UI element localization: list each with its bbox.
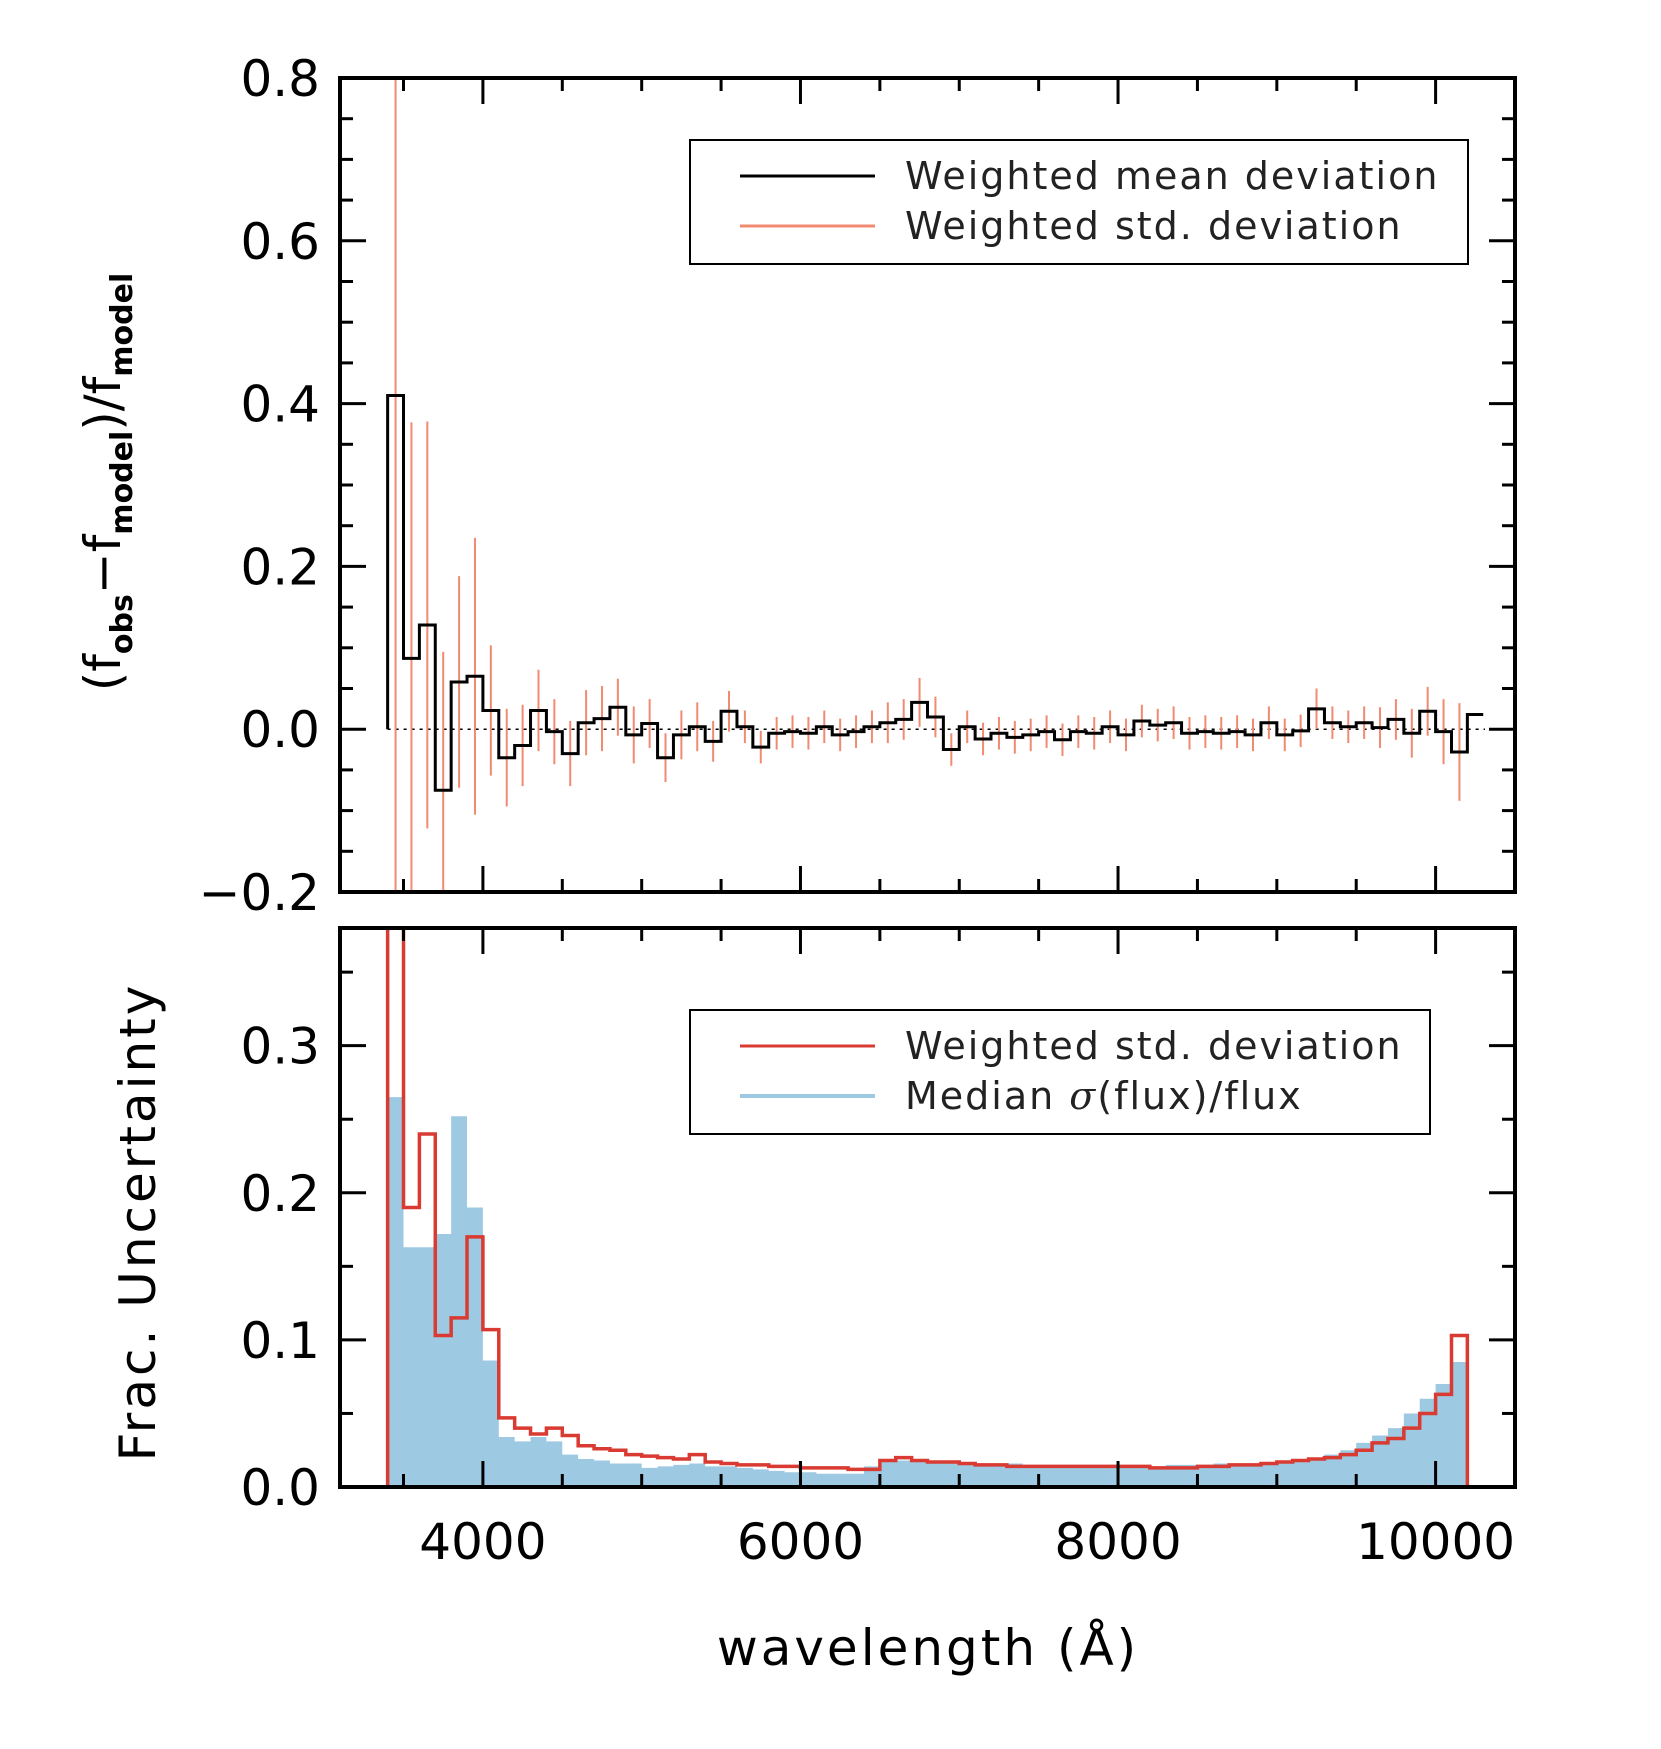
top-legend: Weighted mean deviation Weighted std. de… [689,139,1469,265]
ylabel-open: (f [74,653,132,692]
bottom-panel-ticks [340,928,1515,1489]
mean-deviation-step-line [386,393,1484,792]
x-tick-label: 4000 [419,1513,546,1571]
ylabel-mid: )/f [74,375,132,430]
legend-label-std: Weighted std. deviation [905,204,1403,248]
legend-median-suffix: (flux)/flux [1097,1074,1302,1118]
top-legend-box [689,139,1469,265]
top-ylabel: (fobs−fmodel)/fmodel [74,273,140,692]
y-tick-label: 0.6 [240,213,320,271]
y-tick-label: 0.1 [240,1312,320,1370]
legend-label-std-red: Weighted std. deviation [905,1024,1403,1068]
legend-label-mean: Weighted mean deviation [905,154,1439,198]
uncertainty-panel: 0.0 0.1 0.2 0.3 4000 6000 8000 10000 Frac. Unc… [109,926,1517,1677]
median-uncertainty-area [387,1097,1468,1487]
top-panel-ytick-labels: −0.2 0.0 0.2 0.4 0.6 0.8 [199,50,320,922]
y-tick-label: 0.2 [240,538,320,596]
y-tick-label: 0.0 [240,1459,320,1517]
bottom-ylabel: Frac. Uncertainty [109,983,167,1462]
y-tick-label: −0.2 [199,864,320,922]
ylabel-minus: −f [74,533,132,594]
x-tick-labels: 4000 6000 8000 10000 [419,1513,1515,1571]
legend-sigma-symbol: σ [1069,1074,1097,1118]
legend-median-prefix: Median [905,1074,1069,1118]
x-tick-label: 8000 [1054,1513,1181,1571]
bottom-plot-area [385,928,1470,1487]
bottom-legend: Weighted std. deviation Median σ(flux)/f… [689,1009,1431,1135]
y-tick-label: 0.8 [240,50,320,108]
deviation-panel: −0.20.00.20.40.60.8 (fobs−fmodel)/fmodel… [74,50,1517,922]
ylabel-sub-obs: obs [105,594,140,654]
y-tick-label: 0.3 [240,1018,320,1076]
y-tick-label: 0.2 [240,1165,320,1223]
x-tick-label: 6000 [737,1513,864,1571]
legend-label-median: Median σ(flux)/flux [905,1074,1303,1118]
y-tick-label: 0.0 [240,701,320,759]
y-tick-label: 0.4 [240,376,320,434]
top-panel-ticks [340,76,1515,894]
bottom-panel-frame [338,926,1517,1489]
bottom-panel-ytick-labels: 0.0 0.1 0.2 0.3 [240,1018,320,1517]
ylabel-sub-model-1: model [105,431,140,535]
ylabel-sub-model-2: model [105,273,140,377]
x-axis-label: wavelength (Å) [717,1619,1139,1677]
bottom-legend-box [689,1009,1431,1135]
std-deviation-step-line [385,928,1470,1487]
top-panel-frame [338,76,1517,894]
x-tick-label: 10000 [1356,1513,1515,1571]
